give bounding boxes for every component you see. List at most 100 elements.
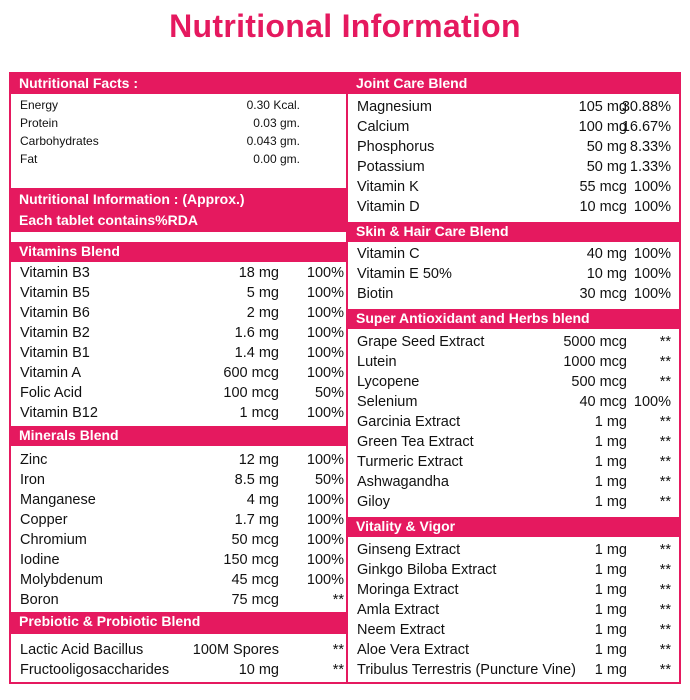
- nutrient-name: Chromium: [20, 532, 87, 548]
- nutrient-rda: 100%: [306, 305, 344, 321]
- nutrient-amount: 105 mg: [578, 99, 627, 115]
- nutrient-rda: **: [659, 354, 671, 370]
- nutrient-name: Amla Extract: [357, 602, 440, 618]
- table-row: Vitamin A 600 mcg 100%: [11, 363, 346, 383]
- nutrient-rda: 100%: [306, 452, 344, 468]
- nutrient-name: Giloy: [357, 494, 391, 510]
- table-row: Protein 0.03 gm.: [11, 114, 346, 132]
- nutrient-amount: 18 mg: [238, 265, 279, 281]
- nutrient-rda: **: [659, 662, 671, 678]
- nutrient-amount: 30 mcg: [579, 286, 627, 302]
- table-row: Zinc 12 mg 100%: [11, 450, 346, 470]
- section-header-nutritional-facts: Nutritional Facts :: [11, 74, 346, 94]
- nutrient-rda: 30.88%: [621, 99, 671, 115]
- nutrient-name: Zinc: [20, 452, 48, 468]
- table-row: Garcinia Extract 1 mg **: [348, 412, 679, 432]
- table-row: Phosphorus 50 mg 8.33%: [348, 137, 679, 157]
- nutrient-amount: 10 mg: [586, 266, 627, 282]
- nutrient-name: Lycopene: [357, 374, 420, 390]
- nutrient-amount: 40 mg: [586, 246, 627, 262]
- nutrient-amount: 1 mg: [594, 542, 627, 558]
- table-row: Grape Seed Extract 5000 mcg **: [348, 332, 679, 352]
- table-row: Ginkgo Biloba Extract 1 mg **: [348, 560, 679, 580]
- nutrient-amount: 40 mcg: [579, 394, 627, 410]
- table-row: Lactic Acid Bacillus 100M Spores **: [11, 640, 346, 660]
- nutrient-name: Protein: [20, 116, 59, 130]
- nutrient-name: Potassium: [357, 159, 425, 175]
- nutrient-rda: 100%: [633, 179, 671, 195]
- table-row: Carbohydrates 0.043 gm.: [11, 132, 346, 150]
- nutrient-name: Magnesium: [357, 99, 432, 115]
- nutrient-rda: 100%: [633, 199, 671, 215]
- nutrient-amount: 1000 mcg: [563, 354, 627, 370]
- table-row: Manganese 4 mg 100%: [11, 490, 346, 510]
- nutrient-amount: 100 mg: [578, 119, 627, 135]
- nutrient-rda: **: [659, 582, 671, 598]
- nutrient-rda: 100%: [306, 532, 344, 548]
- table-row: Ginseng Extract 1 mg **: [348, 540, 679, 560]
- table-row: Iodine 150 mcg 100%: [11, 550, 346, 570]
- nutrient-amount: 150 mcg: [223, 552, 279, 568]
- table-row: Folic Acid 100 mcg 50%: [11, 383, 346, 403]
- table-row: Vitamin B12 1 mcg 100%: [11, 403, 346, 423]
- nutrient-name: Iron: [20, 472, 45, 488]
- nutrient-amount: 12 mg: [238, 452, 279, 468]
- joint-care-list: Magnesium 105 mg 30.88% Calcium 100 mg 16.67%…: [348, 97, 679, 217]
- section-header-antioxidant-blend: Super Antioxidant and Herbs blend: [348, 309, 679, 329]
- nutrient-amount: 1 mg: [594, 622, 627, 638]
- nutrient-rda: **: [332, 592, 344, 608]
- nutrient-amount: 0.00 gm.: [253, 152, 300, 166]
- nutrient-amount: 55 mcg: [579, 179, 627, 195]
- nutrient-name: Vitamin D: [357, 199, 420, 215]
- table-row: Iron 8.5 mg 50%: [11, 470, 346, 490]
- nutrient-name: Vitamin B12: [20, 405, 98, 421]
- nutrient-name: Copper: [20, 512, 68, 528]
- nutrient-rda: **: [659, 434, 671, 450]
- nutrient-amount: 1 mg: [594, 454, 627, 470]
- nutrient-rda: **: [659, 642, 671, 658]
- nutrient-amount: 1 mg: [594, 494, 627, 510]
- nutrient-name: Manganese: [20, 492, 96, 508]
- table-row: Vitamin B3 18 mg 100%: [11, 263, 346, 283]
- table-row: Chromium 50 mcg 100%: [11, 530, 346, 550]
- nutrient-rda: **: [659, 334, 671, 350]
- table-row: Green Tea Extract 1 mg **: [348, 432, 679, 452]
- section-header-joint-care-blend: Joint Care Blend: [348, 74, 679, 94]
- table-row: Vitamin B1 1.4 mg 100%: [11, 343, 346, 363]
- nutrient-amount: 1 mcg: [239, 405, 280, 421]
- table-row: Giloy 1 mg **: [348, 492, 679, 512]
- nutrient-rda: 100%: [306, 325, 344, 341]
- nutrient-rda: **: [659, 622, 671, 638]
- table-row: Molybdenum 45 mcg 100%: [11, 570, 346, 590]
- nutrient-rda: **: [659, 494, 671, 510]
- info-line-1: Nutritional Information : (Approx.): [19, 191, 245, 207]
- nutrient-rda: 100%: [633, 394, 671, 410]
- nutrient-name: Vitamin B5: [20, 285, 90, 301]
- nutrient-name: Selenium: [357, 394, 418, 410]
- nutrient-name: Vitamin A: [20, 365, 81, 381]
- nutrient-rda: 100%: [633, 286, 671, 302]
- nutrient-rda: **: [659, 474, 671, 490]
- table-row: Biotin 30 mcg 100%: [348, 284, 679, 304]
- nutrient-name: Molybdenum: [20, 572, 104, 588]
- table-row: Fructooligosaccharides 10 mg **: [11, 660, 346, 680]
- nutrient-amount: 0.30 Kcal.: [246, 98, 300, 112]
- nutrient-name: Neem Extract: [357, 622, 445, 638]
- nutrient-amount: 1 mg: [594, 434, 627, 450]
- nutrient-amount: 5000 mcg: [563, 334, 627, 350]
- nutrient-rda: 100%: [306, 572, 344, 588]
- nutrient-amount: 0.03 gm.: [253, 116, 300, 130]
- table-row: Selenium 40 mcg 100%: [348, 392, 679, 412]
- nutrient-name: Boron: [20, 592, 59, 608]
- nutrient-name: Lutein: [357, 354, 397, 370]
- nutrient-amount: 50 mcg: [231, 532, 279, 548]
- nutrient-amount: 600 mcg: [223, 365, 279, 381]
- info-line-2: Each tablet contains%RDA: [19, 212, 198, 228]
- nutrient-name: Energy: [20, 98, 59, 112]
- nutrient-amount: 1 mg: [594, 474, 627, 490]
- nutrient-rda: **: [659, 562, 671, 578]
- nutrition-table: Nutritional Facts : Energy 0.30 Kcal. Prot…: [9, 72, 681, 684]
- table-row: Vitamin B5 5 mg 100%: [11, 283, 346, 303]
- nutritional-facts-list: Energy 0.30 Kcal. Protein 0.03 gm. Carbohydr…: [11, 96, 346, 168]
